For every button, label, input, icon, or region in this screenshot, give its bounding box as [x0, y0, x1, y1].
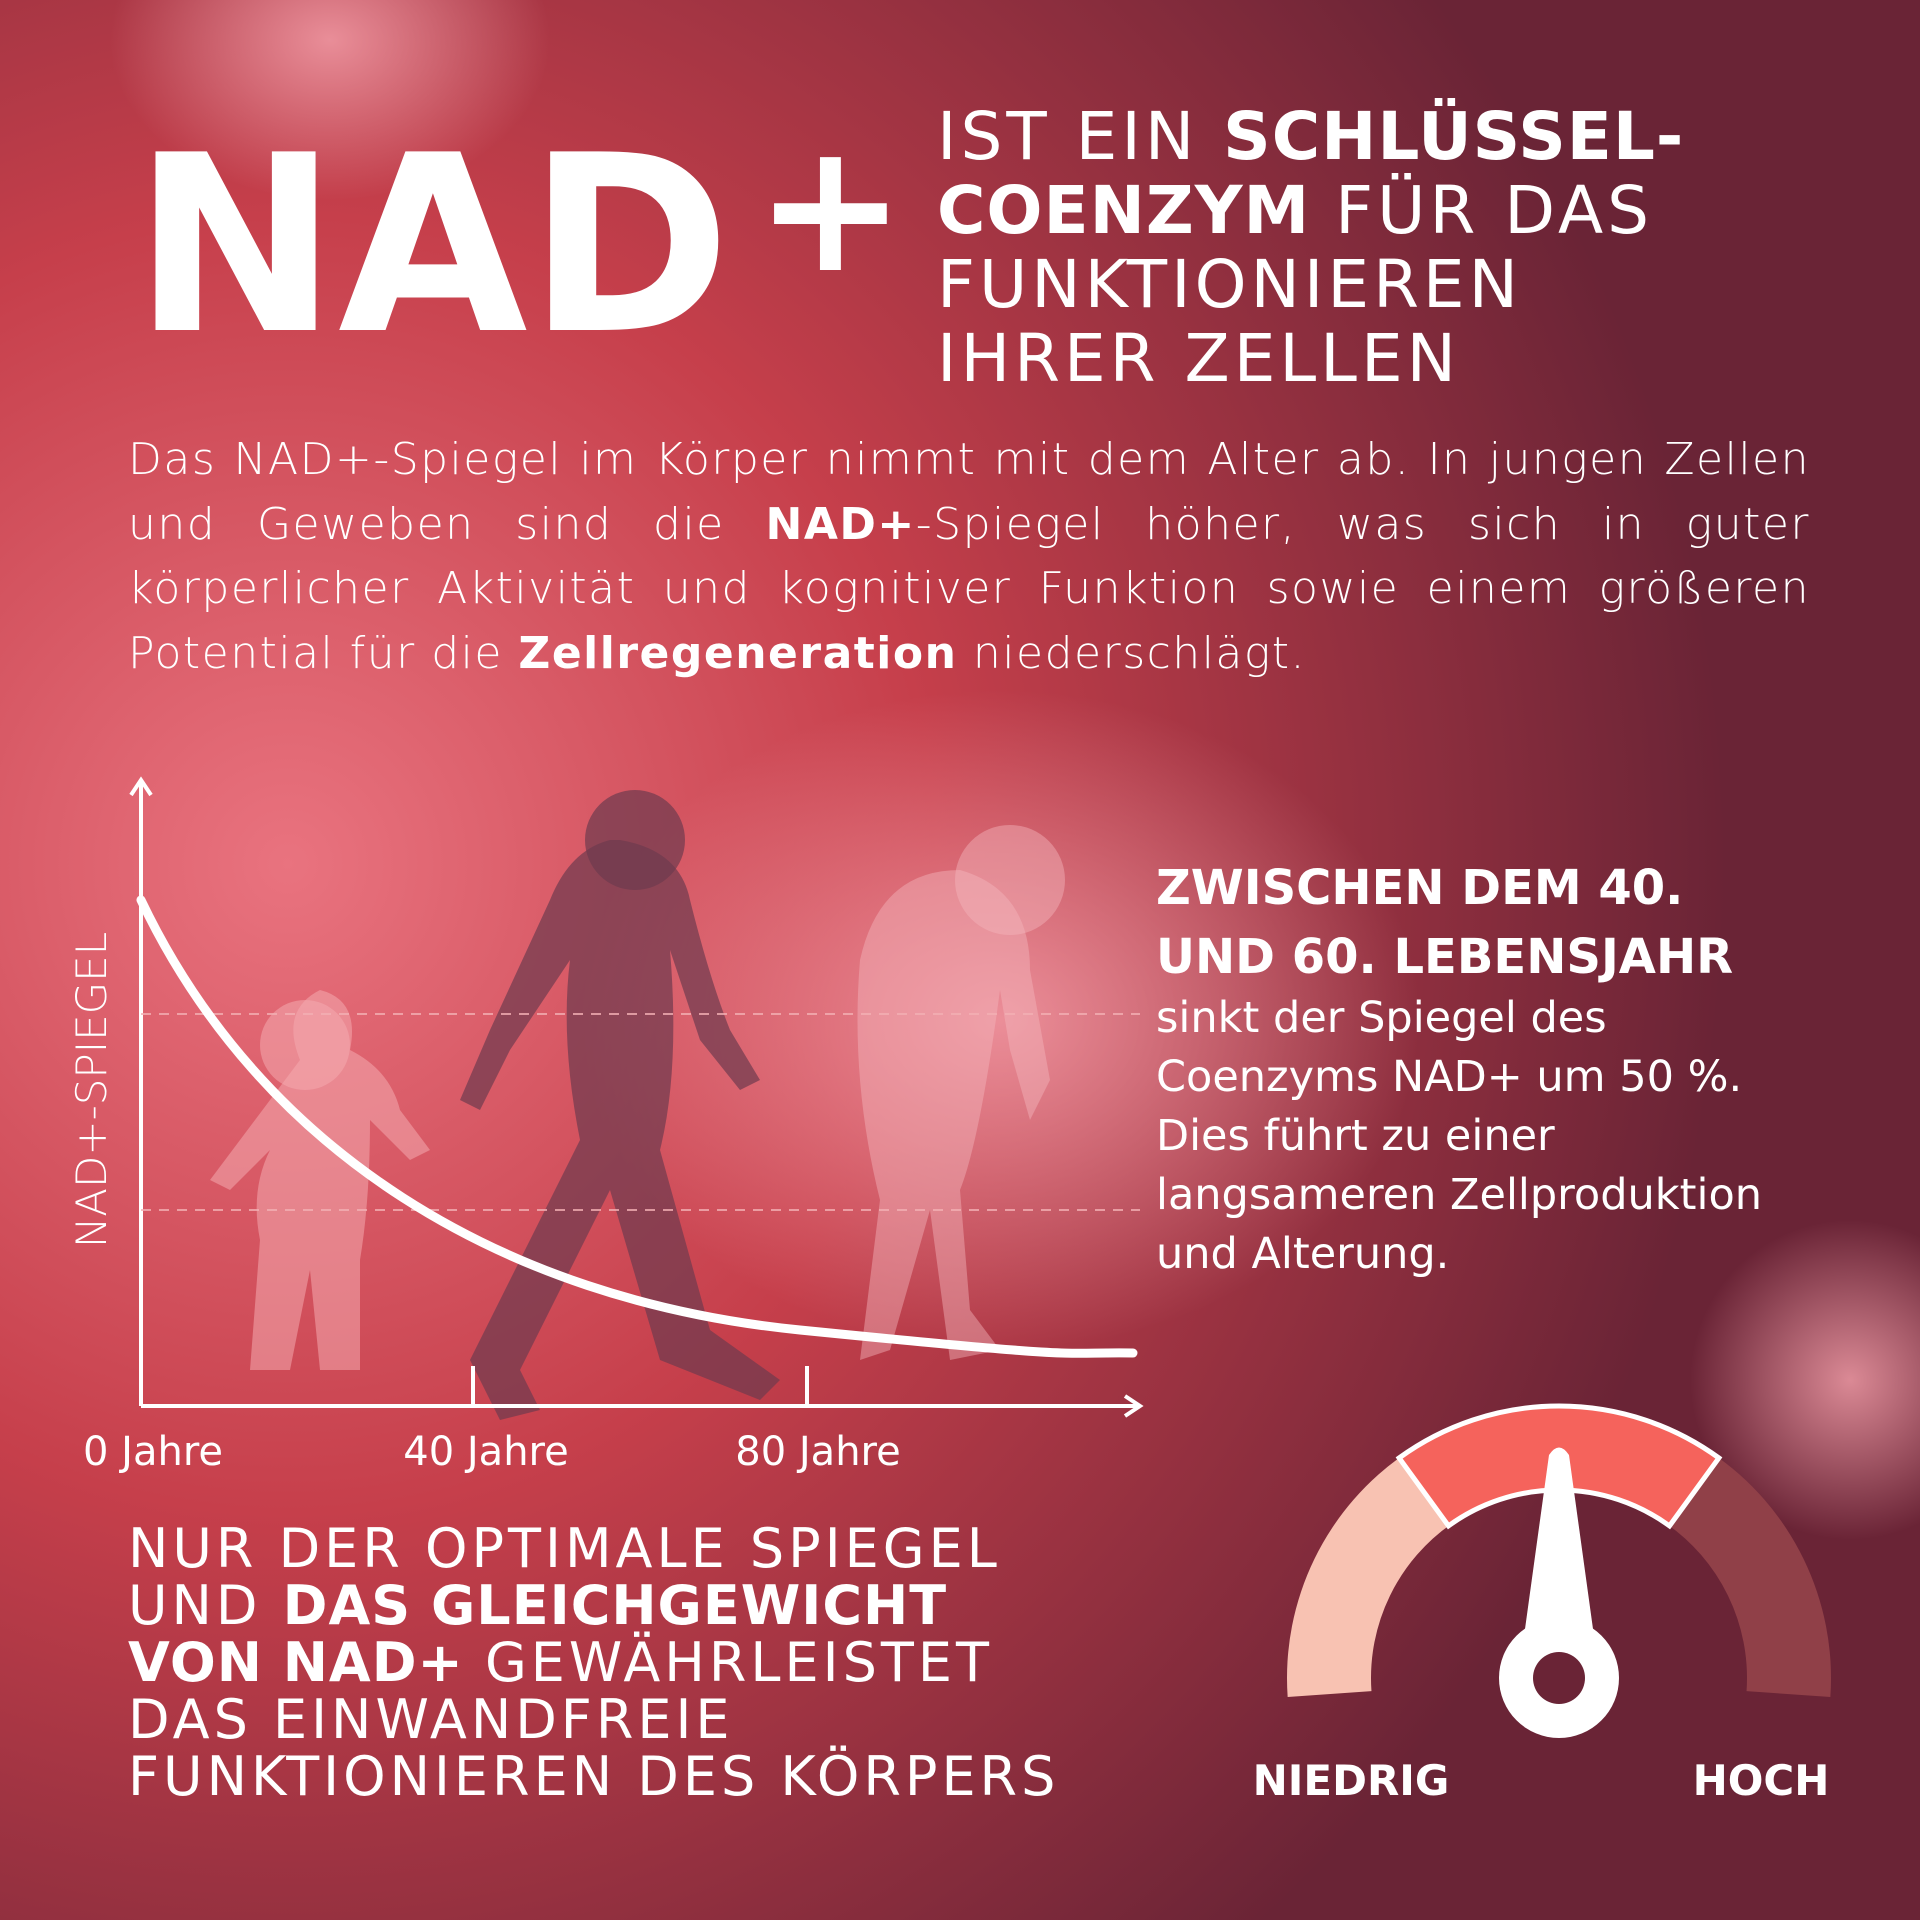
x-axis	[141, 1394, 1144, 1418]
callout-heading: ZWISCHEN DEM 40.	[1156, 860, 1683, 916]
intro-segment: Zellregeneration	[518, 627, 958, 679]
tagline-line-segment: IST EIN	[937, 98, 1223, 175]
y-axis	[129, 776, 153, 1406]
tagline-line-segment: FUNKTIONIEREN	[937, 246, 1522, 323]
footer-line-segment: UND	[128, 1574, 283, 1637]
footer-line: UND DAS GLEICHGEWICHT	[128, 1574, 947, 1637]
tagline-line: COENZYM FÜR DAS	[937, 172, 1653, 249]
x-axis-label: 0 Jahre	[83, 1429, 223, 1475]
title-plus: +	[755, 104, 906, 313]
x-axis-label: 80 Jahre	[735, 1429, 900, 1475]
callout-body: Dies führt zu einer	[1156, 1111, 1555, 1161]
gauge-low-label: NIEDRIG	[1253, 1756, 1450, 1805]
intro-paragraph: Das NAD+-Spiegel im Körper nimmt mit dem…	[128, 428, 1810, 686]
adult-figure	[460, 840, 780, 1420]
elder-head	[955, 825, 1065, 935]
glow	[110, 0, 550, 200]
gauge-high	[1664, 1452, 1831, 1697]
callout-body: und Alterung.	[1156, 1229, 1449, 1279]
tagline-line: IST EIN SCHLÜSSEL-	[937, 98, 1684, 175]
tagline-line: IHRER ZELLEN	[937, 320, 1460, 397]
footer-line-segment: DAS EINWANDFREIE	[128, 1688, 734, 1751]
gauge-needle	[1521, 1447, 1597, 1658]
callout-body: langsameren Zellproduktion	[1156, 1170, 1762, 1220]
gauge-low	[1287, 1452, 1454, 1697]
tagline-line-segment: SCHLÜSSEL-	[1223, 98, 1684, 175]
child-figure	[210, 990, 430, 1370]
callout-heading: UND 60. LEBENSJAHR	[1156, 929, 1733, 985]
intro-segment: Das NAD+-Spiegel im Körper nimmt mit dem…	[128, 434, 1810, 550]
title: NAD	[133, 103, 731, 388]
intro-segment: niederschlägt.	[957, 627, 1307, 679]
callout-body: sinkt der Spiegel des	[1156, 993, 1607, 1043]
intro-segment: NAD+	[765, 498, 916, 550]
footer-line-segment: GEWÄHRLEISTET	[464, 1631, 993, 1694]
elder-figure	[857, 870, 1050, 1360]
footer-line-segment: NUR DER OPTIMALE SPIEGEL	[128, 1517, 1001, 1580]
footer-line: VON NAD+ GEWÄHRLEISTET	[128, 1631, 993, 1694]
tagline-line-segment: FÜR DAS	[1310, 172, 1653, 249]
footer-line: DAS EINWANDFREIE	[128, 1688, 734, 1751]
footer-line-segment: DAS GLEICHGEWICHT	[283, 1574, 947, 1637]
tagline-line-segment: IHRER ZELLEN	[937, 320, 1460, 397]
content: NAD + IST EIN SCHLÜSSEL-COENZYM FÜR DASFUN…	[67, 98, 1831, 1808]
footer-line-segment: FUNKTIONIEREN DES KÖRPERS	[128, 1745, 1059, 1808]
glow	[580, 690, 1420, 1350]
gauge-hub-inner	[1533, 1652, 1585, 1704]
intro-segment: -Spiegel höher, was sich in guter körper…	[128, 498, 1810, 679]
adult-head	[585, 790, 685, 890]
callout-body: Coenzyms NAD+ um 50 %.	[1156, 1052, 1742, 1102]
gauge-high-label: HOCH	[1693, 1756, 1830, 1805]
footer-line: NUR DER OPTIMALE SPIEGEL	[128, 1517, 1001, 1580]
footer-line: FUNKTIONIEREN DES KÖRPERS	[128, 1745, 1059, 1808]
y-axis-label: NAD+-SPIEGEL	[67, 932, 116, 1248]
x-axis-label: 40 Jahre	[403, 1429, 568, 1475]
child-head	[260, 1000, 350, 1090]
footer-line-segment: VON NAD+	[128, 1631, 464, 1694]
glow	[1690, 1220, 1920, 1540]
tagline-line: FUNKTIONIEREN	[937, 246, 1522, 323]
silhouettes	[210, 790, 1065, 1420]
tagline-line-segment: COENZYM	[937, 172, 1310, 249]
decline-curve	[136, 895, 1138, 1358]
